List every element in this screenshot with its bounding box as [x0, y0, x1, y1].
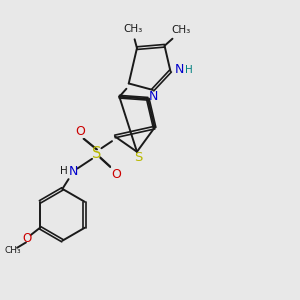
Text: S: S [134, 151, 143, 164]
Text: CH₃: CH₃ [124, 24, 143, 34]
Text: H: H [60, 167, 68, 176]
Text: H: H [185, 65, 193, 75]
Text: N: N [149, 90, 158, 103]
Text: O: O [22, 232, 32, 245]
Text: O: O [75, 125, 85, 138]
Text: N: N [175, 63, 184, 76]
Text: O: O [111, 168, 121, 181]
Text: N: N [69, 165, 79, 178]
Text: CH₃: CH₃ [171, 25, 190, 35]
Text: S: S [92, 146, 101, 161]
Text: CH₃: CH₃ [5, 246, 21, 255]
